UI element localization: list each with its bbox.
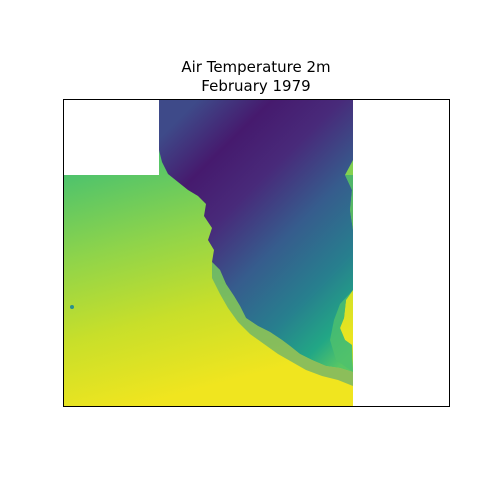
axes-frame [63, 99, 450, 407]
title-line-2: February 1979 [201, 77, 311, 95]
land-mass [159, 100, 353, 372]
figure-title: Air Temperature 2m February 1979 [0, 58, 500, 96]
coastline-fringe [212, 262, 353, 386]
title-line-1: Air Temperature 2m [181, 58, 331, 76]
southeast-warm-region [330, 290, 353, 372]
island-dot [70, 305, 74, 309]
east-coast-warm-band [345, 175, 353, 230]
data-field [64, 100, 353, 406]
